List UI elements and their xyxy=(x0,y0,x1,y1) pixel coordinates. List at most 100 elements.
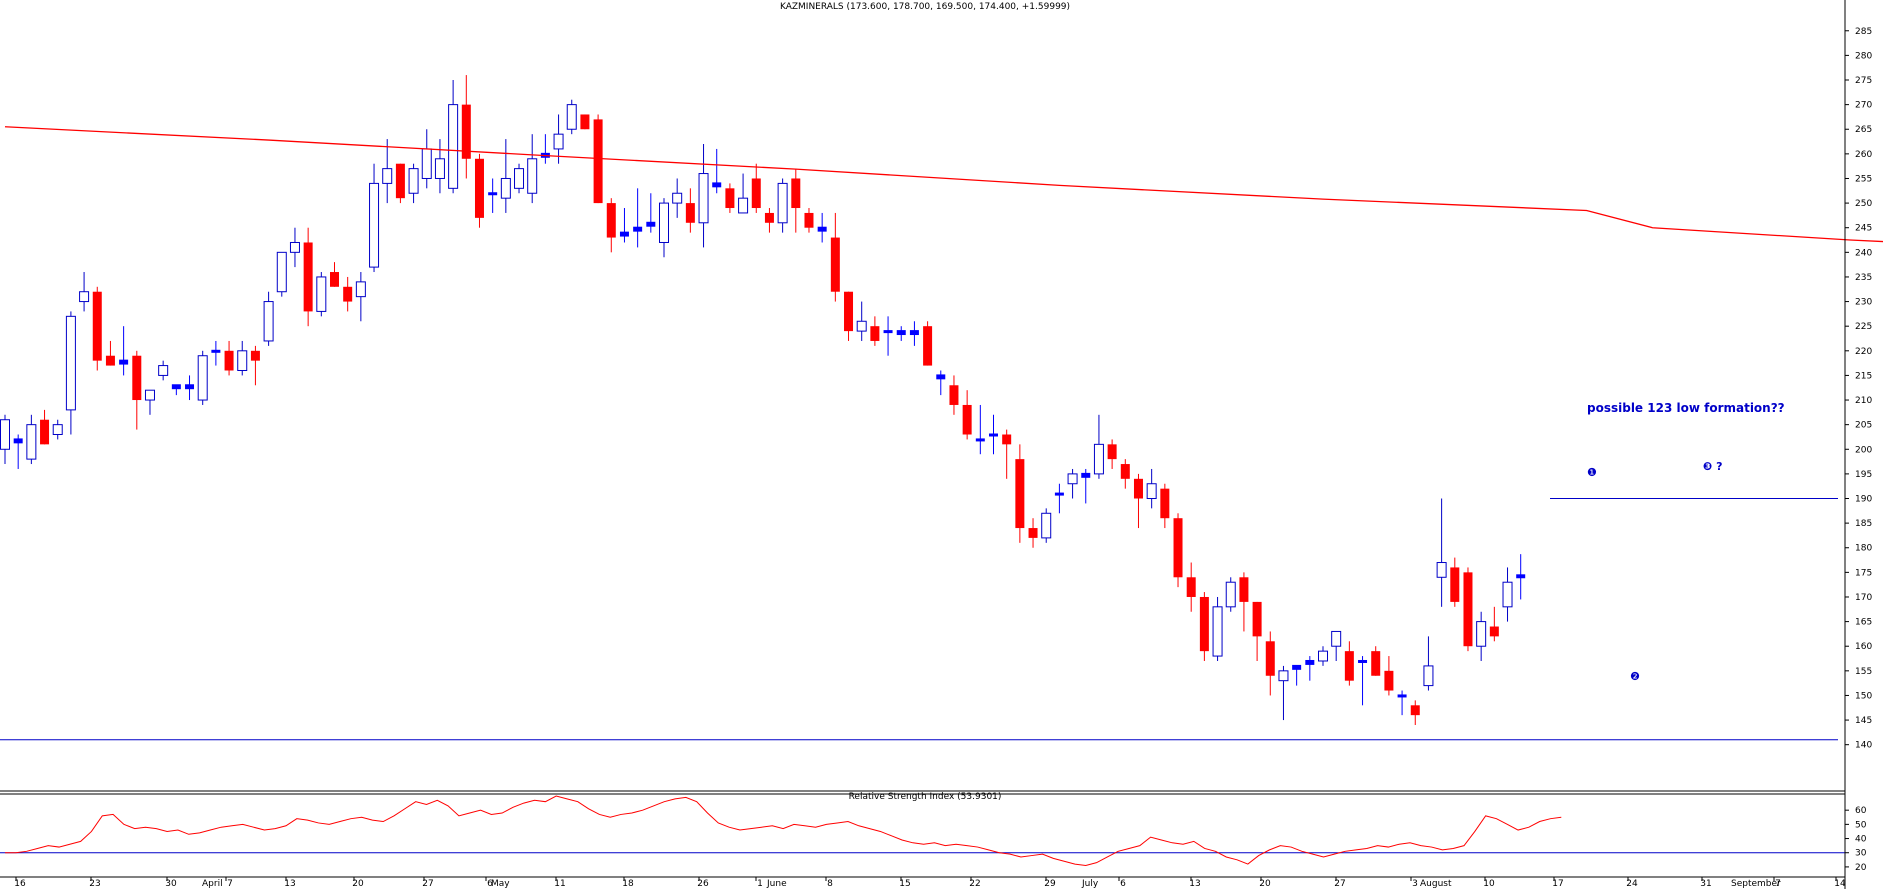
candle-body xyxy=(896,330,906,336)
y-tick-label: 270 xyxy=(1855,101,1872,111)
y-tick-label: 230 xyxy=(1855,298,1872,308)
candle-body xyxy=(1423,665,1434,687)
candle xyxy=(500,139,511,213)
candle xyxy=(197,350,208,405)
x-tick-label: 8 xyxy=(827,879,833,889)
candle xyxy=(13,434,23,469)
candle-body xyxy=(1278,670,1289,682)
y-tick-label: 285 xyxy=(1855,27,1872,37)
candle xyxy=(1397,690,1407,716)
candle-body xyxy=(1358,659,1368,663)
rsi-tick-label: 40 xyxy=(1855,835,1867,845)
candle xyxy=(1028,518,1038,548)
candle xyxy=(1450,557,1460,607)
candle xyxy=(633,188,643,248)
x-tick-label: 15 xyxy=(899,879,910,889)
candle-body xyxy=(870,326,880,341)
marker-label-1: ❶ xyxy=(1587,466,1597,479)
candle xyxy=(224,340,234,376)
candle-body xyxy=(830,237,840,292)
candle xyxy=(1305,656,1315,681)
candle xyxy=(105,340,115,366)
pattern-annotation: possible 123 low formation?? xyxy=(1587,401,1785,415)
candle-body xyxy=(1292,664,1302,670)
candle-body xyxy=(1107,444,1117,460)
candle xyxy=(26,414,37,465)
candle xyxy=(355,272,366,322)
candle-body xyxy=(488,192,498,196)
candle-body xyxy=(1081,472,1091,478)
candle xyxy=(580,114,590,130)
candle-body xyxy=(105,355,115,366)
candle xyxy=(330,262,339,287)
marker-label-3: ❸ ? xyxy=(1703,460,1723,473)
y-tick-label: 255 xyxy=(1855,174,1872,184)
candle-body xyxy=(171,384,181,390)
candle-body xyxy=(382,168,393,184)
candle-body xyxy=(975,438,985,442)
candle-body xyxy=(1397,694,1407,698)
candle-body xyxy=(633,226,643,232)
candle-body xyxy=(580,114,590,130)
candle-body xyxy=(132,355,142,401)
candle-body xyxy=(1502,581,1513,608)
y-tick-label: 140 xyxy=(1855,741,1872,751)
candle-body xyxy=(158,365,169,376)
candle xyxy=(185,375,195,401)
candle-body xyxy=(1028,528,1038,538)
candle-body xyxy=(593,119,603,204)
candle xyxy=(514,163,525,194)
candle-body xyxy=(65,315,76,411)
y-tick-label: 180 xyxy=(1855,544,1872,554)
candle xyxy=(751,163,761,213)
x-tick-label: 1 xyxy=(757,879,763,889)
candle xyxy=(1489,606,1499,642)
candle xyxy=(421,129,432,189)
month-label: June xyxy=(766,879,787,889)
candle-body xyxy=(197,355,208,401)
candle-body xyxy=(1002,434,1012,445)
candle-body xyxy=(844,291,854,332)
rsi-title: Relative Strength Index (53.9301) xyxy=(849,792,1002,802)
candle xyxy=(158,360,169,381)
candle-body xyxy=(1265,641,1275,676)
candle xyxy=(461,75,471,179)
candle-body xyxy=(500,177,511,199)
candle xyxy=(1054,483,1064,514)
candle xyxy=(40,409,50,445)
candle xyxy=(237,340,248,376)
candle xyxy=(672,178,683,218)
candle xyxy=(936,370,946,396)
candle xyxy=(1344,641,1354,686)
marker-label-2: ❷ xyxy=(1630,670,1640,683)
y-tick-label: 190 xyxy=(1855,495,1872,505)
y-tick-label: 205 xyxy=(1855,421,1872,431)
candle-body xyxy=(553,133,564,150)
y-tick-label: 185 xyxy=(1855,519,1872,529)
x-tick-label: 27 xyxy=(422,879,433,889)
candle xyxy=(1516,554,1526,600)
candle-body xyxy=(1133,478,1143,499)
candle-body xyxy=(330,272,339,287)
candle-body xyxy=(751,178,761,209)
candle-body xyxy=(672,192,683,204)
candle xyxy=(488,178,498,213)
candle-body xyxy=(1067,473,1078,485)
y-tick-label: 150 xyxy=(1855,691,1872,701)
candle xyxy=(276,251,287,297)
x-tick-label: 14 xyxy=(1834,879,1846,889)
candle xyxy=(725,183,735,213)
candle xyxy=(527,134,538,204)
candle-body xyxy=(26,424,37,460)
month-label: April xyxy=(202,879,223,889)
month-label: May xyxy=(491,879,510,889)
candle-body xyxy=(79,291,90,303)
candle-body xyxy=(316,276,327,312)
candle-body xyxy=(1199,596,1209,652)
rsi-tick-label: 20 xyxy=(1855,863,1867,873)
x-tick-label: 22 xyxy=(969,879,980,889)
candle-body xyxy=(1476,621,1487,647)
candle xyxy=(1358,656,1368,706)
